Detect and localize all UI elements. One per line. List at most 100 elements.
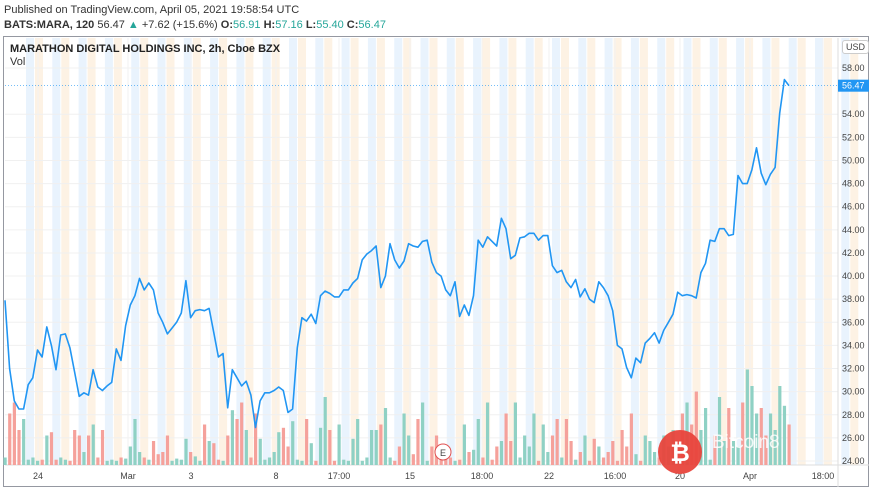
session-stripe-blue bbox=[630, 38, 639, 465]
chart-frame[interactable] bbox=[3, 36, 869, 487]
volume-bar bbox=[773, 430, 777, 465]
volume-bar bbox=[472, 449, 476, 465]
volume-bar bbox=[532, 413, 536, 465]
session-stripe-orange bbox=[455, 38, 464, 465]
volume-bar bbox=[226, 435, 230, 465]
up-arrow-icon: ▲ bbox=[127, 19, 139, 31]
published-note: Published on TradingView.com, April 05, … bbox=[4, 4, 300, 16]
volume-bar bbox=[323, 397, 327, 465]
session-stripe-blue bbox=[788, 38, 797, 465]
volume-bar bbox=[713, 435, 717, 465]
volume-bar bbox=[430, 446, 434, 465]
volume-bar bbox=[114, 460, 119, 465]
volume-bar bbox=[77, 435, 81, 465]
volume-bar bbox=[778, 386, 782, 465]
volume-bar bbox=[564, 419, 569, 465]
session-stripe-blue bbox=[736, 38, 745, 465]
volume-bar bbox=[124, 458, 128, 465]
low-label: L: bbox=[305, 19, 317, 31]
volume-bar bbox=[100, 430, 105, 465]
volume-bar bbox=[91, 424, 95, 465]
volume-bar bbox=[481, 457, 485, 465]
session-stripe-blue bbox=[394, 38, 403, 465]
y-tick-label: 50.00 bbox=[842, 155, 865, 165]
volume-bar bbox=[657, 457, 661, 465]
y-tick-label: 24.00 bbox=[842, 456, 865, 466]
session-stripe-blue bbox=[131, 38, 140, 465]
volume-bar bbox=[356, 419, 360, 465]
volume-bar bbox=[235, 419, 239, 465]
session-stripe-orange bbox=[376, 38, 385, 465]
volume-bar bbox=[369, 430, 374, 465]
volume-bar bbox=[244, 430, 248, 465]
volume-bar bbox=[397, 446, 402, 465]
volume-bar bbox=[768, 413, 773, 465]
close-value: 56.47 bbox=[358, 19, 386, 31]
volume-bar bbox=[318, 427, 323, 465]
volume-bar bbox=[736, 446, 740, 465]
volume-bar bbox=[138, 452, 142, 465]
y-tick-label: 34.00 bbox=[842, 340, 865, 350]
x-tick-label: Apr bbox=[743, 471, 757, 481]
x-tick-label: Mar bbox=[120, 471, 136, 481]
volume-bar bbox=[8, 413, 12, 465]
session-stripe-orange bbox=[534, 38, 543, 465]
volume-bar bbox=[22, 419, 26, 465]
volume-bar bbox=[295, 459, 299, 465]
volume-bar bbox=[648, 441, 652, 465]
volume-bar bbox=[620, 430, 624, 465]
session-stripe-blue bbox=[26, 38, 34, 465]
volume-bar bbox=[425, 460, 429, 465]
session-stripe-orange bbox=[429, 38, 438, 465]
session-stripe-orange bbox=[140, 38, 149, 465]
volume-bar bbox=[523, 435, 527, 465]
volume-bar bbox=[193, 456, 197, 465]
volume-bar bbox=[309, 443, 313, 465]
currency-button[interactable]: USD bbox=[842, 40, 870, 54]
volume-bar bbox=[365, 457, 369, 465]
volume-bar bbox=[439, 458, 443, 465]
session-stripe-blue bbox=[341, 38, 350, 465]
volume-bar bbox=[26, 459, 30, 465]
bitcoin-logo-icon bbox=[658, 430, 702, 474]
volume-bar bbox=[249, 457, 253, 465]
volume-bar bbox=[555, 419, 559, 465]
volume-bar bbox=[574, 459, 578, 465]
volume-bar bbox=[588, 460, 592, 465]
volume-bar bbox=[518, 457, 522, 465]
volume-bar bbox=[73, 430, 77, 465]
x-tick-label: 18:00 bbox=[471, 471, 494, 481]
x-tick-label: 17:00 bbox=[328, 471, 351, 481]
volume-bar bbox=[509, 441, 513, 465]
session-stripe-orange bbox=[666, 38, 675, 465]
y-tick-label: 38.00 bbox=[842, 294, 865, 304]
volume-bar bbox=[541, 424, 545, 465]
session-stripe-blue bbox=[315, 38, 324, 465]
session-stripe-blue bbox=[210, 38, 219, 465]
session-stripe-blue bbox=[552, 38, 560, 465]
y-tick-label: 58.00 bbox=[842, 63, 865, 73]
volume-bar bbox=[87, 435, 91, 465]
session-stripe-blue bbox=[367, 38, 376, 465]
volume-bar bbox=[513, 402, 517, 465]
volume-bar bbox=[379, 424, 383, 465]
volume-bar bbox=[383, 408, 388, 465]
volume-bar bbox=[787, 424, 791, 465]
bitcoin-logo-glyph: ₿ bbox=[670, 440, 690, 467]
volume-bar bbox=[202, 424, 207, 465]
session-stripe-orange bbox=[561, 38, 569, 465]
volume-bar bbox=[328, 430, 332, 465]
volume-bar bbox=[495, 446, 499, 465]
volume-legend: Vol bbox=[10, 56, 26, 68]
volume-bar bbox=[346, 460, 350, 465]
y-tick-label: 30.00 bbox=[842, 387, 865, 397]
low-value: 55.40 bbox=[316, 19, 344, 31]
volume-bar bbox=[490, 459, 494, 465]
volume-bar bbox=[49, 432, 54, 465]
volume-bar bbox=[54, 459, 58, 465]
volume-bar bbox=[351, 438, 355, 465]
x-tick-label: 24 bbox=[33, 471, 43, 481]
session-stripe-blue bbox=[815, 38, 823, 465]
volume-bar bbox=[592, 438, 596, 465]
